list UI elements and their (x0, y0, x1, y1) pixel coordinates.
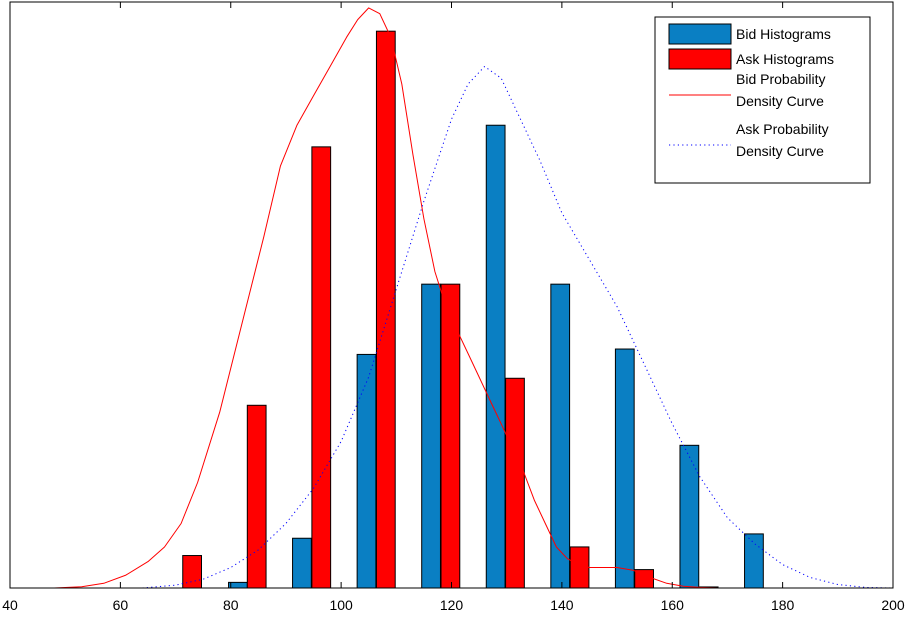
x-tick-label: 160 (661, 597, 685, 613)
legend-label: Density Curve (736, 143, 824, 159)
bid-histogram-bar (228, 581, 248, 589)
ask-histogram-bar (569, 546, 590, 589)
legend-label: Ask Histograms (736, 51, 834, 67)
bid-histogram-bar (485, 124, 506, 589)
ask-histogram-bar (182, 555, 203, 589)
bid-histogram-bar (744, 533, 764, 589)
ask-histogram-bar (311, 146, 332, 589)
x-tick-label: 120 (440, 597, 464, 613)
legend: Bid Histograms Ask Histograms Bid Probabil… (654, 16, 871, 184)
bid-histogram-bar (550, 283, 571, 589)
bid-histogram-bar (679, 444, 700, 589)
legend-box (654, 16, 871, 184)
legend-label: Density Curve (736, 93, 824, 109)
bid-histogram-bar (356, 353, 377, 589)
x-axis-ticks: 40 60 80 100 120 140 160 180 200 (2, 2, 905, 613)
ask-density-curve (142, 66, 894, 589)
ask-histogram-bar (505, 377, 525, 589)
legend-label: Bid Probability (736, 71, 826, 87)
ask-histogram-bar (375, 30, 396, 589)
bars-layer (182, 30, 764, 589)
bid-density-curve (54, 7, 717, 589)
ask-legend-swatch (668, 48, 732, 70)
x-tick-label: 180 (771, 597, 795, 613)
bid-legend-swatch (668, 23, 732, 45)
bid-histogram-bar (614, 348, 635, 589)
legend-label: Ask Probability (736, 121, 829, 137)
x-tick-label: 80 (223, 597, 239, 613)
x-tick-label: 40 (2, 597, 18, 613)
x-tick-label: 140 (550, 597, 574, 613)
legend-label: Bid Histograms (736, 26, 831, 42)
x-tick-label: 100 (329, 597, 353, 613)
x-tick-label: 200 (881, 597, 905, 613)
curves-layer (54, 7, 894, 589)
x-tick-label: 60 (113, 597, 129, 613)
bid-histogram-bar (292, 537, 312, 589)
bid-histogram-bar (421, 283, 441, 589)
ask-histogram-bar (246, 404, 267, 589)
